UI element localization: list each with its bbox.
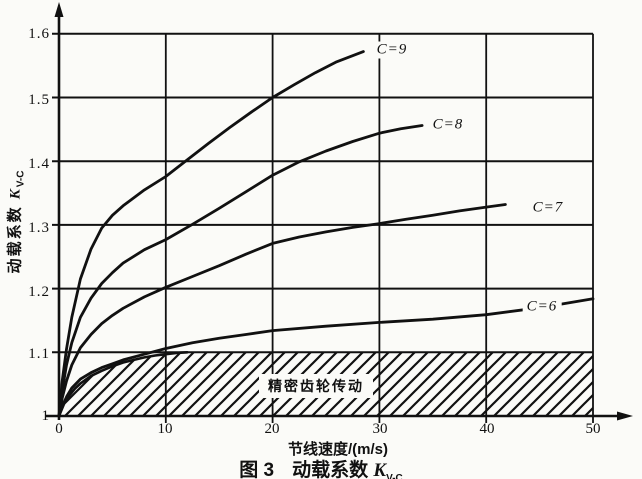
x-tick-30: 30 — [372, 421, 388, 437]
x-tick-50: 50 — [585, 421, 601, 437]
y-tick-1-2: 1.2 — [28, 284, 50, 300]
y-tick-1-4: 1.4 — [28, 156, 50, 172]
figure-caption: 图 3 动载系数 KV-C — [0, 455, 642, 479]
y-tick-1-3: 1.3 — [28, 220, 50, 236]
figure-caption-subscript: V-C — [386, 472, 403, 479]
curve-label-c8: C=8 — [428, 116, 468, 134]
figure-caption-text: 动载系数 — [292, 460, 369, 479]
y-axis-title-text: 动载系数 — [6, 205, 24, 274]
figure-number: 图 3 — [239, 460, 275, 479]
hatched-region-label: 精密齿轮传动 — [259, 374, 373, 398]
y-tick-1-0: 1 — [41, 408, 50, 424]
y-tick-1-1: 1.1 — [28, 346, 50, 362]
x-axis-title: 节线速度/(m/s) — [287, 441, 388, 458]
y-axis-symbol-subscript: V-C — [15, 170, 27, 188]
y-tick-1-5: 1.5 — [28, 92, 50, 108]
x-tick-0: 0 — [55, 421, 63, 437]
y-axis-symbol: K — [7, 187, 24, 200]
curve-label-c9: C=9 — [372, 41, 412, 59]
x-tick-20: 20 — [264, 421, 280, 437]
y-axis-title: 动载系数 KV-C — [4, 171, 27, 274]
curve-label-c7: C=7 — [528, 199, 568, 217]
figure-caption-symbol: K — [373, 460, 387, 479]
y-tick-1-6: 1.6 — [28, 26, 50, 42]
curve-label-c6: C=6 — [522, 298, 562, 316]
x-tick-10: 10 — [157, 421, 173, 437]
x-tick-40: 40 — [479, 421, 495, 437]
